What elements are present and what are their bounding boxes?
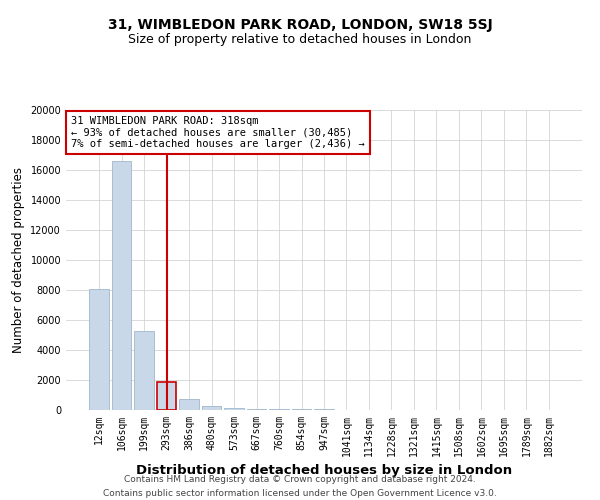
Bar [292,409,311,410]
Bar [112,161,131,410]
Bar [157,382,176,410]
Bar [247,408,266,410]
Text: 31 WIMBLEDON PARK ROAD: 318sqm
← 93% of detached houses are smaller (30,485)
7% : 31 WIMBLEDON PARK ROAD: 318sqm ← 93% of … [71,116,365,149]
Bar [89,288,109,410]
Bar [202,406,221,410]
X-axis label: Distribution of detached houses by size in London: Distribution of detached houses by size … [136,464,512,477]
Bar [179,399,199,410]
Bar [269,409,289,410]
Text: Size of property relative to detached houses in London: Size of property relative to detached ho… [128,32,472,46]
Y-axis label: Number of detached properties: Number of detached properties [12,167,25,353]
Text: Contains HM Land Registry data © Crown copyright and database right 2024.
Contai: Contains HM Land Registry data © Crown c… [103,476,497,498]
Bar [134,330,154,410]
Text: 31, WIMBLEDON PARK ROAD, LONDON, SW18 5SJ: 31, WIMBLEDON PARK ROAD, LONDON, SW18 5S… [107,18,493,32]
Bar [224,408,244,410]
